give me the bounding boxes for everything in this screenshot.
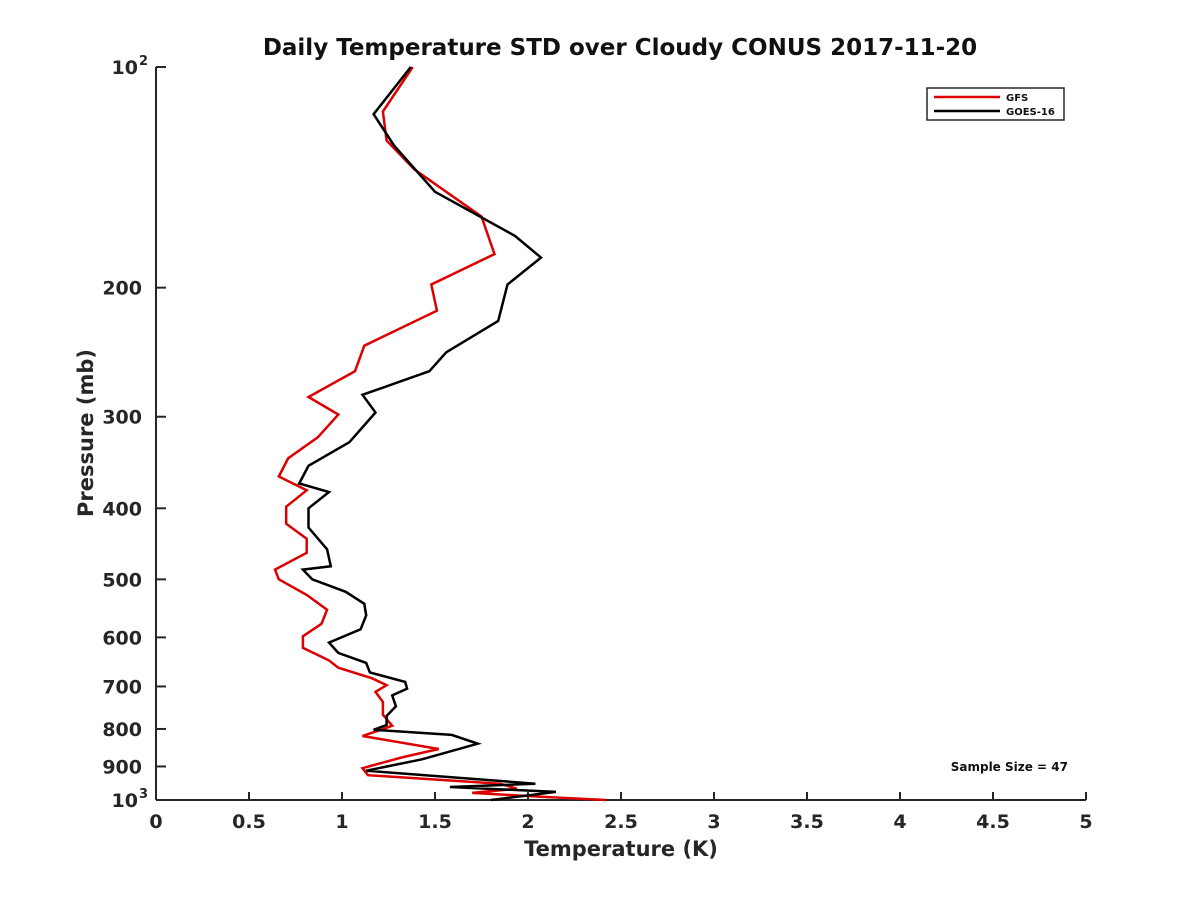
chart-title: Daily Temperature STD over Cloudy CONUS … (263, 35, 977, 61)
plot-area: 0 0.5 1 1.5 2 2.5 3 3.5 4 4.5 5 10 2200300400500600… (102, 54, 1092, 833)
y-tick-label: 10 (112, 790, 138, 812)
x-tick-label: 0.5 (232, 811, 266, 833)
y-tick-label: 700 (102, 676, 142, 698)
series-line-goes-16 (297, 66, 557, 802)
legend-entries: GFS GOES-16 (934, 93, 1055, 118)
x-tick-label: 2.5 (604, 811, 638, 833)
y-tick-label: 200 (102, 278, 142, 300)
legend-label: GFS (1006, 93, 1028, 104)
legend: GFS GOES-16 (926, 87, 1065, 121)
x-tick-label: 3.5 (790, 811, 824, 833)
x-ticks: 0 0.5 1 1.5 2 2.5 3 3.5 4 4.5 5 (149, 792, 1093, 833)
series-line-gfs (273, 66, 607, 802)
y-tick-label: 800 (102, 719, 142, 741)
y-tick-exponent: 3 (139, 787, 148, 802)
y-axis-label: Pressure (mb) (74, 349, 98, 517)
legend-box (926, 87, 1065, 121)
x-tick-label: 3 (707, 811, 720, 833)
y-tick-label: 600 (102, 627, 142, 649)
y-tick-exponent: 2 (139, 54, 148, 69)
y-tick-label: 900 (102, 756, 142, 778)
y-tick-label: 300 (102, 407, 142, 429)
y-tick-label: 500 (102, 569, 142, 591)
sample-size-annotation: Sample Size = 47 (951, 760, 1068, 774)
legend-label: GOES-16 (1006, 107, 1055, 118)
y-tick-label: 400 (102, 498, 142, 520)
x-tick-label: 4 (893, 811, 906, 833)
x-tick-label: 2 (521, 811, 534, 833)
x-tick-label: 1.5 (418, 811, 452, 833)
y-tick-label: 10 (112, 57, 138, 79)
x-tick-label: 0 (149, 811, 162, 833)
x-tick-label: 4.5 (976, 811, 1010, 833)
series-lines (273, 66, 607, 802)
x-axis-label: Temperature (K) (524, 837, 718, 861)
x-tick-label: 5 (1079, 811, 1092, 833)
x-tick-label: 1 (335, 811, 348, 833)
